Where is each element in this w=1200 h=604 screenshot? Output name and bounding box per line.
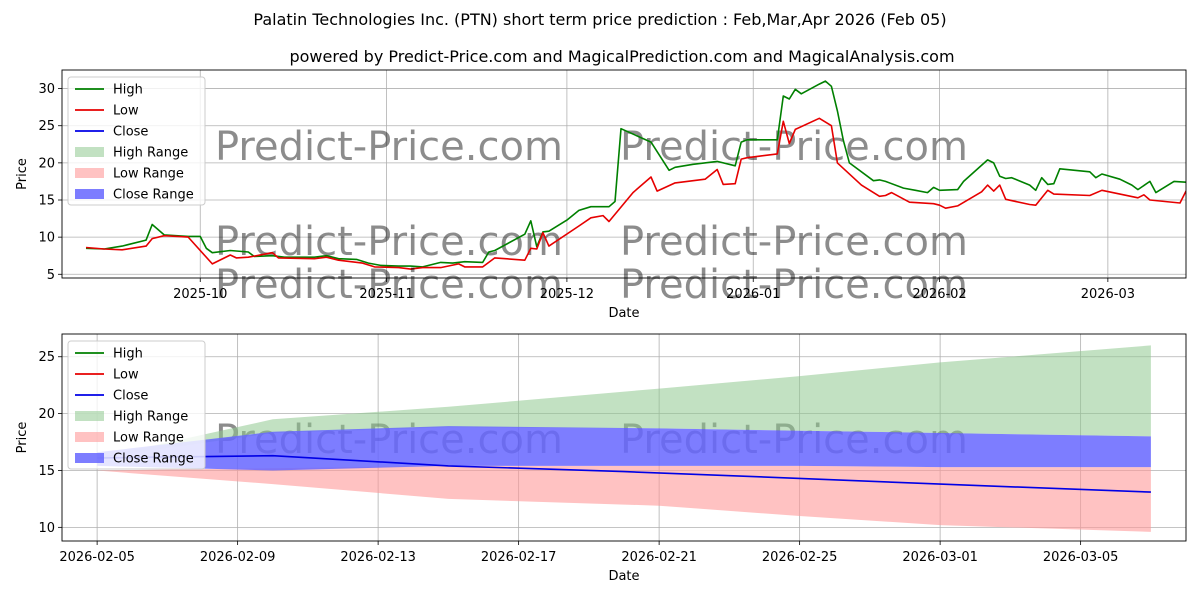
x-tick-label: 2026-02-21 <box>621 550 697 565</box>
chart-subtitle: powered by Predict-Price.com and Magical… <box>289 47 954 66</box>
legend-label-high: High <box>113 347 143 362</box>
chart-title: Palatin Technologies Inc. (PTN) short te… <box>253 10 946 29</box>
legend-label-close-range: Close Range <box>113 188 194 203</box>
legend-label-low-range: Low Range <box>113 167 184 182</box>
x-tick-label: 2025-10 <box>173 287 227 302</box>
legend: High Low Close High Range Low Range Close Ran… <box>67 76 206 206</box>
close-series-line <box>97 454 1151 493</box>
legend-label-high: High <box>113 83 143 98</box>
legend-label-low-range: Low Range <box>113 431 184 446</box>
x-tick-label: 2026-02-25 <box>762 550 838 565</box>
high-series-line <box>85 80 1186 268</box>
legend-swatch-high-range <box>75 411 104 421</box>
legend-label-low: Low <box>113 368 139 383</box>
history-chart-panel: Predict-Price.com Predict-Price.comPredic… <box>15 69 1187 321</box>
y-tick-label: 25 <box>38 119 55 134</box>
low-range-band <box>97 465 1151 532</box>
x-tick-label: 2026-02-13 <box>340 550 416 565</box>
x-tick-label: 2026-03-05 <box>1043 550 1119 565</box>
legend-swatch-close-range <box>75 189 104 199</box>
x-tick-label: 2026-02-09 <box>200 550 276 565</box>
y-tick-label: 15 <box>38 464 55 479</box>
axes-frame <box>61 69 1187 279</box>
legend: High Low Close High Range Low Range Close Ran… <box>67 340 206 470</box>
legend-swatch-low-range <box>75 432 104 442</box>
legend-swatch-close-range <box>75 453 104 463</box>
y-tick-label: 10 <box>38 231 55 246</box>
watermark-text: Predict-Price.com <box>620 219 968 265</box>
legend-label-high-range: High Range <box>113 410 188 425</box>
legend-swatch-high-range <box>75 147 104 157</box>
watermark-text: Predict-Price.com <box>215 262 563 308</box>
x-tick-label: 2026-02 <box>912 287 966 302</box>
y-tick-label: 5 <box>47 268 55 283</box>
watermark-text: Predict-Price.com <box>215 219 563 265</box>
x-tick-label: 2025-12 <box>540 287 594 302</box>
watermark-text: Predict-Price.com <box>215 124 563 170</box>
grid <box>62 70 1186 278</box>
x-tick-label: 2025-11 <box>359 287 413 302</box>
y-axis-label: Price <box>15 158 30 190</box>
forecast-chart-panel: Predict-Price.comPredict-Price.comPredic… <box>15 262 1187 584</box>
y-tick-label: 15 <box>38 194 55 209</box>
low-series-line <box>85 117 1186 270</box>
y-tick-label: 10 <box>38 521 55 536</box>
x-axis-label: Date <box>608 306 639 321</box>
watermark: Predict-Price.com Predict-Price.com Predic… <box>215 124 968 265</box>
x-tick-label: 2026-01 <box>726 287 780 302</box>
y-tick-label: 25 <box>38 350 55 365</box>
axes-frame <box>61 333 1187 542</box>
x-axis-label: Date <box>608 569 639 584</box>
y-tick-label: 20 <box>38 156 55 171</box>
legend-label-close: Close <box>113 125 148 140</box>
y-axis-label: Price <box>15 422 30 454</box>
x-tick-label: 2026-03-01 <box>902 550 978 565</box>
legend-label-close-range: Close Range <box>113 452 194 467</box>
legend-swatch-low-range <box>75 168 104 178</box>
watermark-text: Predict-Price.com <box>620 262 968 308</box>
legend-label-low: Low <box>113 104 139 119</box>
close-range-band <box>97 426 1151 471</box>
plot-area <box>97 345 1151 532</box>
legend-label-close: Close <box>113 389 148 404</box>
legend-label-high-range: High Range <box>113 146 188 161</box>
x-tick-label: 2026-02-17 <box>481 550 557 565</box>
y-tick-label: 20 <box>38 407 55 422</box>
y-tick-label: 30 <box>38 82 55 97</box>
x-tick-label: 2026-03 <box>1081 287 1135 302</box>
x-tick-label: 2026-02-05 <box>59 550 135 565</box>
plot-area <box>85 80 1186 270</box>
